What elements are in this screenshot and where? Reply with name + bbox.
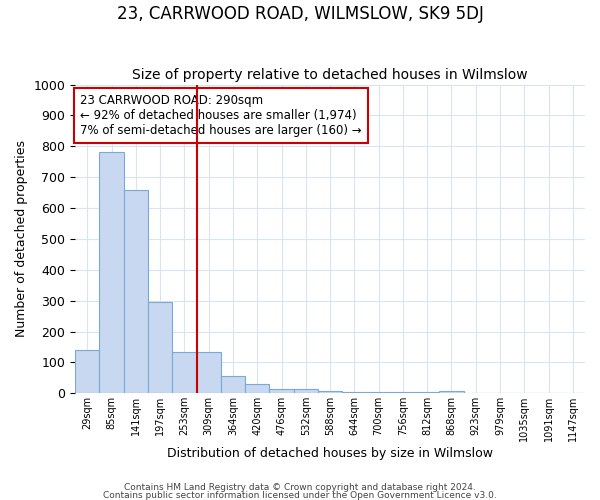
Bar	[100, 152, 124, 394]
Bar	[367, 392, 391, 394]
Bar	[221, 376, 245, 394]
Bar	[293, 388, 318, 394]
Text: Contains public sector information licensed under the Open Government Licence v3: Contains public sector information licen…	[103, 490, 497, 500]
Bar	[148, 302, 172, 394]
Title: Size of property relative to detached houses in Wilmslow: Size of property relative to detached ho…	[132, 68, 528, 82]
Bar	[439, 391, 464, 394]
Bar	[124, 190, 148, 394]
Text: 23 CARRWOOD ROAD: 290sqm
← 92% of detached houses are smaller (1,974)
7% of semi: 23 CARRWOOD ROAD: 290sqm ← 92% of detach…	[80, 94, 362, 137]
Y-axis label: Number of detached properties: Number of detached properties	[15, 140, 28, 338]
Bar	[415, 392, 439, 394]
Bar	[172, 352, 197, 394]
Bar	[342, 392, 367, 394]
X-axis label: Distribution of detached houses by size in Wilmslow: Distribution of detached houses by size …	[167, 447, 493, 460]
Bar	[197, 352, 221, 394]
Bar	[269, 388, 293, 394]
Bar	[75, 350, 100, 394]
Text: Contains HM Land Registry data © Crown copyright and database right 2024.: Contains HM Land Registry data © Crown c…	[124, 483, 476, 492]
Bar	[391, 392, 415, 394]
Text: 23, CARRWOOD ROAD, WILMSLOW, SK9 5DJ: 23, CARRWOOD ROAD, WILMSLOW, SK9 5DJ	[116, 5, 484, 23]
Bar	[245, 384, 269, 394]
Bar	[318, 391, 342, 394]
